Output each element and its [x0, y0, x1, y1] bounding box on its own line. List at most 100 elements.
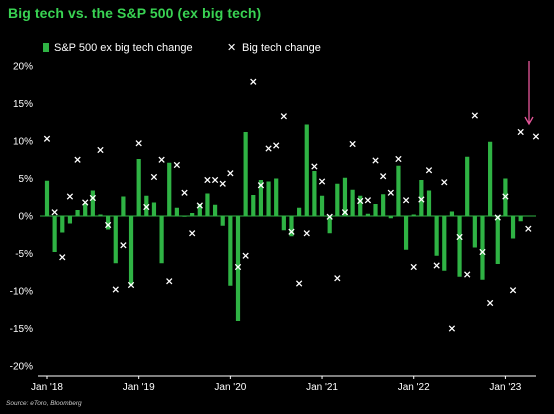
bar — [465, 156, 470, 216]
bar-series — [44, 124, 523, 321]
scatter-point — [349, 140, 356, 148]
scatter-point — [104, 221, 112, 229]
scatter-point — [494, 214, 501, 221]
bar — [151, 202, 157, 216]
bar — [350, 189, 355, 216]
bar — [358, 195, 363, 216]
bar — [128, 216, 134, 285]
bar — [365, 213, 370, 216]
bar — [205, 193, 210, 216]
bar — [495, 216, 500, 264]
bar — [388, 216, 393, 219]
bar — [182, 216, 187, 217]
bar — [442, 216, 447, 271]
scatter-point — [318, 178, 326, 185]
scatter-point — [334, 275, 341, 282]
scatter-point — [402, 197, 410, 204]
scatter-point — [166, 278, 173, 285]
scatter-point — [173, 161, 181, 169]
y-tick-label: 20% — [13, 62, 33, 73]
bar — [75, 210, 80, 216]
x-tick-label: Jan '23 — [489, 382, 521, 393]
scatter-point — [43, 135, 51, 142]
bar — [60, 216, 65, 233]
legend-label-markers: Big tech change — [242, 42, 321, 54]
bar — [98, 214, 103, 216]
scatter-point — [150, 173, 158, 181]
scatter-point — [120, 242, 127, 249]
bar — [266, 181, 271, 216]
y-tick-label: -15% — [10, 324, 33, 335]
bar — [472, 216, 477, 248]
bar — [312, 171, 317, 216]
scatter-point — [372, 157, 379, 164]
scatter-point — [74, 156, 81, 163]
scatter-point — [189, 230, 196, 237]
bar — [426, 190, 432, 216]
scatter-point — [395, 155, 402, 163]
legend-marker-swatch: ✕ — [227, 42, 236, 54]
bar — [106, 216, 111, 230]
y-tick-label: -10% — [10, 287, 33, 298]
bar — [159, 216, 164, 264]
y-tick-label: 0% — [19, 212, 34, 223]
annotation-arrow — [524, 61, 534, 126]
scatter-point — [97, 146, 104, 154]
scatter-point — [295, 280, 303, 287]
bar — [113, 216, 118, 264]
x-tick-label: Jan '19 — [123, 382, 155, 393]
bar — [335, 183, 340, 216]
chart-title: Big tech vs. the S&P 500 (ex big tech) — [8, 5, 262, 21]
scatter-point — [387, 189, 394, 196]
y-axis: 20% 15% 10% 5% 0% -5% -10% -15% -20% — [10, 62, 536, 373]
x-axis: Jan '18 Jan '19 Jan '20 Jan '21 Jan '22 Jan '… — [31, 375, 536, 393]
scatter-point — [471, 112, 478, 119]
legend-bar-swatch — [43, 43, 49, 52]
scatter-point — [127, 281, 135, 289]
bar — [251, 195, 256, 216]
bar — [289, 216, 294, 237]
bar — [212, 204, 218, 216]
scatter-point — [288, 228, 295, 235]
scatter-point — [448, 325, 456, 332]
scatter-point — [158, 156, 165, 163]
bar — [373, 204, 378, 216]
scatter-point — [89, 194, 96, 202]
bar — [274, 178, 279, 216]
scatter-point — [181, 189, 188, 196]
y-tick-label: 10% — [13, 137, 33, 148]
bar — [342, 177, 348, 216]
scatter-point — [143, 203, 150, 211]
source-note: Source: eToro, Bloomberg — [6, 400, 82, 407]
bar — [174, 207, 179, 216]
y-tick-label: -5% — [15, 249, 33, 260]
scatter-point — [464, 271, 471, 278]
scatter-point — [273, 142, 280, 149]
bar — [403, 216, 409, 250]
bar — [434, 216, 439, 256]
scatter-point — [211, 176, 219, 184]
bar — [228, 216, 233, 286]
bar — [480, 216, 485, 280]
bar — [67, 216, 73, 224]
x-tick-label: Jan '20 — [214, 382, 246, 393]
bar — [90, 190, 95, 216]
scatter-point — [112, 286, 119, 293]
bar — [327, 216, 332, 234]
bar — [281, 216, 286, 231]
bar — [44, 180, 50, 216]
scatter-point — [311, 163, 318, 170]
scatter-point — [326, 213, 333, 220]
bar — [457, 216, 462, 277]
scatter-point — [502, 193, 509, 200]
bar — [197, 204, 202, 216]
scatter-point — [479, 248, 486, 256]
bar — [449, 211, 455, 216]
bar — [235, 216, 241, 321]
bar — [52, 216, 57, 252]
bar — [297, 207, 302, 216]
y-tick-label: 15% — [13, 99, 33, 110]
bar — [411, 214, 416, 216]
